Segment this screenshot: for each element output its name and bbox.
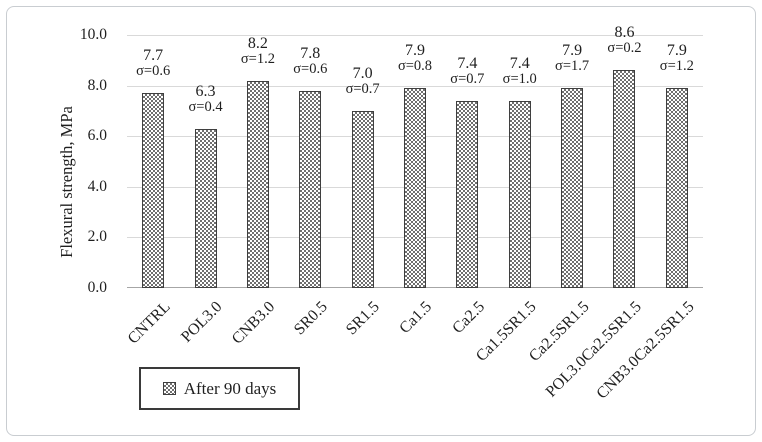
bar-sigma-label: σ=0.7 (450, 70, 485, 87)
gridline (127, 85, 703, 87)
bar-value-label-group: 8.6 σ=0.2 (576, 25, 672, 56)
y-tick-label: 10.0 (79, 26, 107, 43)
bar-value-label: 7.9 (666, 42, 687, 60)
bar (142, 93, 165, 288)
category-label: CNB3.0Ca2.5SR1.5 (593, 298, 698, 403)
category-label: CNTRL (124, 298, 174, 348)
bar-sigma-label: σ=0.2 (607, 40, 642, 57)
y-tick-label: 4.0 (87, 177, 107, 195)
gridline (127, 35, 703, 36)
category-label: Ca1.5 (396, 298, 436, 338)
bar (194, 128, 217, 288)
bar-value-label-group: 7.9 σ=0.8 (367, 43, 463, 74)
category-label: SR1.5 (342, 298, 383, 339)
y-tick-label: 6.0 (87, 127, 107, 145)
y-tick-label: 2.0 (87, 228, 107, 246)
bar-value-label-group: 7.7 σ=0.6 (105, 48, 201, 79)
legend-pattern-swatch-icon (162, 382, 176, 395)
bar-value-label: 6.3 (195, 82, 216, 100)
bar-value-label: 8.6 (614, 24, 635, 42)
legend: After 90 days (139, 367, 300, 410)
bar (508, 100, 531, 288)
bar (561, 88, 584, 288)
bar-sigma-label: σ=0.8 (397, 58, 433, 75)
bar-value-label-group: 8.2 σ=1.2 (210, 34, 306, 67)
bar (613, 70, 636, 288)
bar (665, 88, 688, 288)
bar (351, 110, 374, 288)
y-tick-label: 0.0 (87, 279, 107, 296)
category-label: Ca2.5 (448, 298, 488, 338)
bar-value-label-group: 7.0 σ=0.7 (315, 64, 411, 97)
bar-value-label: 7.4 (457, 54, 478, 72)
bar-value-label: 7.9 (405, 42, 425, 60)
bar-value-label-group: 7.4 σ=1.0 (472, 54, 568, 87)
bar-value-label-group: 7.9 σ=1.2 (629, 43, 725, 74)
bar-value-label-group: 7.4 σ=0.7 (419, 54, 515, 87)
bar (246, 80, 269, 288)
legend-label: After 90 days (183, 378, 277, 398)
bar-sigma-label: σ=0.6 (136, 63, 171, 80)
bar-sigma-label: σ=1.7 (555, 58, 590, 75)
bar-value-label-group: 7.9 σ=1.7 (524, 43, 620, 74)
bar-value-label: 8.2 (247, 34, 268, 52)
bar-sigma-label: σ=0.7 (345, 80, 380, 97)
bar-value-label: 7.7 (143, 47, 164, 65)
bar-value-label: 7.0 (352, 64, 373, 82)
bar-sigma-label: σ=0.4 (188, 98, 223, 115)
bar-value-label-group: 6.3 σ=0.4 (158, 82, 254, 115)
bar-value-label: 7.9 (562, 42, 583, 60)
bar-sigma-label: σ=0.6 (293, 60, 328, 77)
bar-sigma-label: σ=1.0 (502, 70, 537, 87)
bar (456, 100, 479, 288)
category-label: CNB3.0 (228, 298, 279, 348)
bar-sigma-label: σ=1.2 (240, 50, 275, 67)
bar-value-label: 7.4 (509, 54, 530, 72)
category-label: SR0.5 (290, 298, 331, 339)
plot-area (127, 35, 703, 288)
bar-sigma-label: σ=1.2 (659, 58, 694, 75)
bar-value-label-group: 7.8 σ=0.6 (262, 44, 358, 77)
bar-value-label: 7.8 (300, 44, 321, 62)
y-tick-label: 8.0 (87, 76, 107, 94)
bar (299, 90, 322, 288)
category-label: POL3.0 (178, 298, 226, 346)
bar (404, 88, 426, 288)
category-label: POL3.0Ca2.5SR1.5 (542, 298, 645, 401)
